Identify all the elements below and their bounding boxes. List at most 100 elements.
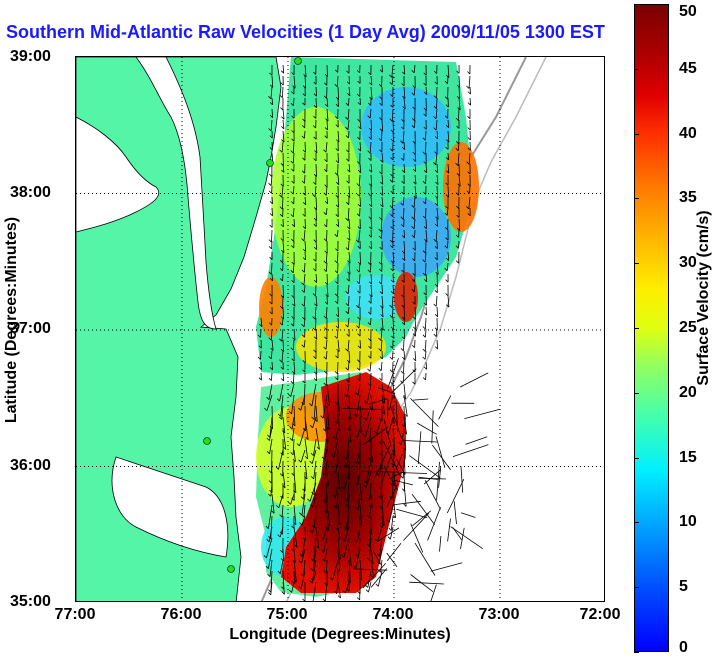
- velocity-vector: [403, 317, 405, 325]
- velocity-vector: [347, 207, 350, 221]
- velocity-vector: [347, 284, 350, 294]
- velocity-vector-head: [280, 224, 284, 228]
- velocity-vector-head: [269, 102, 273, 106]
- velocity-vector: [435, 108, 438, 119]
- velocity-vector-head: [326, 426, 330, 430]
- velocity-vector: [353, 568, 388, 571]
- velocity-vector-head: [422, 137, 426, 141]
- velocity-vector-head: [368, 183, 372, 187]
- velocity-vector: [392, 119, 394, 133]
- velocity-vector-head: [310, 476, 314, 480]
- velocity-vector: [336, 515, 339, 530]
- velocity-vector: [346, 449, 350, 469]
- velocity-vector-head: [392, 515, 396, 519]
- velocity-vector: [282, 372, 285, 382]
- velocity-vector: [336, 229, 339, 237]
- velocity-vector: [325, 372, 328, 386]
- velocity-vector-head: [365, 589, 369, 593]
- velocity-vector: [402, 130, 405, 144]
- velocity-vector-head: [323, 149, 327, 153]
- velocity-vector-head: [313, 136, 317, 140]
- velocity-vector: [381, 251, 383, 265]
- velocity-vector-head: [424, 239, 428, 243]
- velocity-vector: [425, 86, 428, 95]
- velocity-vector-head: [412, 381, 416, 385]
- velocity-vector: [343, 537, 350, 558]
- velocity-vector: [281, 185, 284, 198]
- x-axis-label: Longitude (Degrees:Minutes): [229, 626, 451, 643]
- velocity-vector: [392, 317, 394, 330]
- velocity-vector-head: [291, 497, 295, 501]
- velocity-vector-head: [302, 380, 306, 384]
- velocity-vector: [312, 548, 317, 571]
- velocity-vector: [468, 75, 471, 89]
- velocity-vector: [292, 339, 295, 351]
- velocity-vector-head: [279, 338, 283, 342]
- velocity-vector: [424, 480, 441, 510]
- velocity-vector-head: [316, 545, 320, 549]
- velocity-vector-head: [368, 355, 372, 359]
- velocity-vector: [270, 86, 273, 99]
- velocity-vector-head: [467, 102, 471, 106]
- velocity-vector-head: [269, 72, 273, 76]
- velocity-vector: [271, 75, 274, 88]
- velocity-vector: [282, 119, 285, 129]
- x-tick: 77:00: [54, 606, 96, 623]
- velocity-vector-head: [279, 514, 283, 518]
- velocity-vector: [293, 504, 297, 525]
- velocity-vector-head: [434, 314, 438, 318]
- velocity-vector: [370, 394, 374, 411]
- velocity-vector-head: [378, 337, 382, 341]
- velocity-vector-head: [423, 312, 427, 316]
- velocity-vector-head: [378, 228, 382, 232]
- velocity-vector-head: [389, 179, 393, 183]
- velocity-vector-head: [356, 281, 360, 285]
- velocity-vector-head: [288, 393, 292, 397]
- velocity-vector-head: [446, 304, 450, 308]
- velocity-vector: [278, 493, 284, 509]
- velocity-vector: [430, 584, 437, 601]
- velocity-vector-head: [423, 226, 427, 230]
- velocity-vector: [370, 163, 373, 173]
- velocity-vector: [271, 262, 273, 275]
- velocity-vector-head: [276, 505, 280, 509]
- velocity-vector-head: [357, 359, 361, 363]
- velocity-vector-head: [271, 510, 275, 514]
- velocity-vector: [359, 559, 363, 580]
- velocity-vector-head: [302, 598, 306, 601]
- velocity-vector-head: [356, 532, 360, 536]
- velocity-vector-head: [433, 162, 437, 166]
- velocity-vector: [424, 339, 427, 352]
- velocity-vector-head: [353, 460, 357, 464]
- velocity-vector-head: [334, 371, 338, 375]
- velocity-vector-head: [379, 268, 383, 272]
- velocity-vector-head: [357, 245, 361, 249]
- velocity-vector-head: [301, 135, 305, 139]
- velocity-vector: [436, 262, 439, 275]
- velocity-vector-head: [316, 446, 320, 450]
- velocity-vector-head: [422, 151, 426, 155]
- velocity-vector: [436, 185, 439, 199]
- velocity-vector-head: [401, 191, 405, 195]
- velocity-vector-head: [334, 260, 338, 264]
- velocity-vector-head: [268, 322, 272, 326]
- velocity-vector-head: [422, 334, 426, 338]
- velocity-vector: [313, 460, 317, 479]
- velocity-vector: [282, 427, 287, 450]
- velocity-vector: [436, 306, 439, 317]
- velocity-vector-head: [422, 250, 426, 254]
- velocity-vector-head: [355, 507, 359, 511]
- velocity-vector-head: [268, 356, 272, 360]
- velocity-vector-head: [300, 573, 304, 577]
- velocity-vector: [356, 449, 361, 464]
- velocity-vector-head: [356, 269, 360, 273]
- velocity-vector-head: [434, 290, 438, 294]
- velocity-vector-head: [323, 260, 327, 264]
- velocity-vector: [365, 471, 372, 488]
- velocity-vector: [303, 229, 306, 242]
- velocity-vector-head: [413, 158, 417, 162]
- velocity-vector: [348, 416, 351, 432]
- velocity-vector-head: [378, 281, 382, 285]
- velocity-vector-head: [445, 182, 449, 186]
- velocity-vector-head: [346, 588, 350, 592]
